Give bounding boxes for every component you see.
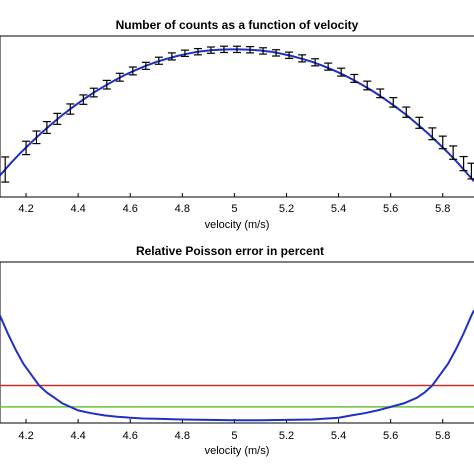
x-tick-label: 4.6: [123, 430, 138, 442]
error-bar: [115, 72, 124, 82]
error-bar: [102, 79, 111, 90]
error-bar: [180, 49, 189, 58]
poisson-error-curve: [0, 309, 474, 422]
error-bar: [459, 155, 468, 172]
error-bar: [233, 45, 241, 54]
error-bar: [337, 67, 346, 77]
error-bar: [376, 88, 385, 99]
x-tick-label: 5.4: [331, 203, 346, 215]
error-bar: [219, 45, 228, 54]
error-bar: [42, 121, 51, 134]
error-bar: [154, 56, 163, 65]
error-bar: [246, 46, 255, 54]
x-tick-label: 4.2: [18, 203, 33, 215]
x-tick-label: 5: [231, 430, 237, 442]
error-bar: [402, 106, 411, 118]
error-bar: [1, 156, 10, 183]
x-tick-label: 4.8: [175, 203, 190, 215]
x-tick-label: 4.4: [70, 203, 85, 215]
counts-fit-curve: [0, 48, 474, 182]
error-bar: [141, 61, 150, 70]
x-tick-label: 5.6: [383, 430, 398, 442]
x-tick-label: 4.4: [70, 430, 85, 442]
error-bar: [32, 130, 41, 145]
counts-chart: Number of counts as a function of veloci…: [0, 18, 474, 231]
poisson-chart-title: Relative Poisson error in percent: [136, 244, 324, 258]
error-bar: [22, 140, 31, 156]
error-bar: [428, 127, 437, 141]
counts-error-bars: [1, 45, 474, 183]
error-bar: [389, 97, 398, 108]
error-bar: [298, 54, 307, 63]
error-bar: [79, 94, 88, 105]
poisson-x-tick-labels: 4.2 4.4 4.6 4.8 5 5.2 5.4 5.6 5.8: [18, 430, 450, 442]
error-bar: [467, 162, 474, 180]
error-bar: [66, 103, 75, 115]
poisson-axes-frame: [0, 261, 474, 424]
counts-x-tick-marks: [25, 193, 444, 197]
error-bar: [415, 116, 424, 129]
error-bar: [53, 112, 62, 125]
x-tick-label: 4.2: [18, 430, 33, 442]
x-tick-label: 5.8: [435, 430, 450, 442]
error-bar: [259, 47, 268, 55]
poisson-chart: Relative Poisson error in percent 4.2 4.4…: [0, 244, 474, 457]
error-bar: [350, 73, 359, 83]
counts-x-tick-labels: 4.2 4.4 4.6 4.8 5 5.2 5.4 5.6 5.8: [18, 203, 450, 215]
counts-x-axis-label: velocity (m/s): [205, 219, 270, 231]
error-bar: [438, 135, 447, 150]
x-tick-label: 5.2: [279, 203, 294, 215]
error-bar: [128, 66, 137, 76]
counts-chart-title: Number of counts as a function of veloci…: [116, 18, 359, 32]
counts-axes-frame: [0, 35, 474, 198]
x-tick-label: 4.8: [175, 430, 190, 442]
error-bar: [193, 47, 202, 56]
error-bar: [89, 87, 98, 98]
x-tick-label: 5.6: [383, 203, 398, 215]
x-tick-label: 5.4: [331, 430, 346, 442]
x-tick-label: 4.6: [123, 203, 138, 215]
error-bar: [206, 46, 215, 54]
error-bar: [311, 58, 320, 67]
x-tick-label: 5.2: [279, 430, 294, 442]
error-bar: [449, 145, 458, 160]
error-bar: [167, 52, 176, 61]
error-bar: [272, 49, 281, 57]
error-bar: [285, 51, 294, 59]
x-tick-label: 5: [231, 203, 237, 215]
error-bar: [324, 62, 333, 71]
x-tick-label: 5.8: [435, 203, 450, 215]
poisson-x-axis-label: velocity (m/s): [205, 445, 270, 457]
error-bar: [363, 80, 372, 91]
